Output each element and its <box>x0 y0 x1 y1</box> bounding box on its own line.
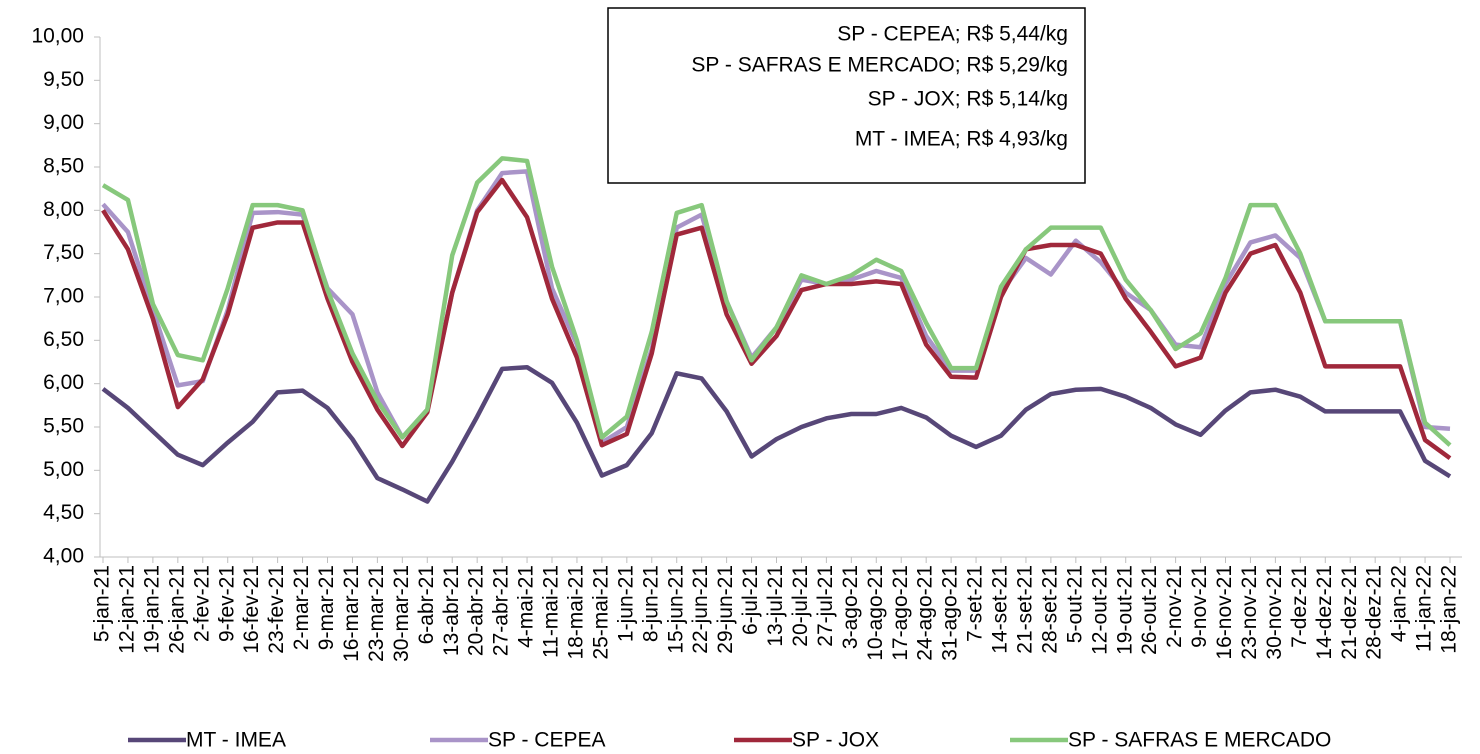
annotation-box <box>607 7 1086 184</box>
x-tick-label: 20-abr-21 <box>465 565 488 656</box>
series-line <box>101 156 1452 447</box>
y-tick-label: 8,00 <box>43 198 84 221</box>
x-tick-label: 31-ago-21 <box>939 565 962 661</box>
legend-label: SP - SAFRAS E MERCADO <box>1068 729 1331 752</box>
series-line <box>101 364 1452 504</box>
x-tick-label: 13-jul-21 <box>764 565 787 647</box>
x-tick-label: 29-jun-21 <box>714 565 737 654</box>
x-tick-label: 30-nov-21 <box>1263 565 1286 660</box>
x-tick-label: 23-nov-21 <box>1238 565 1261 660</box>
x-tick-label: 8-jun-21 <box>639 565 662 642</box>
x-tick-label: 3-ago-21 <box>839 565 862 649</box>
x-tick-label: 19-jan-21 <box>140 565 163 654</box>
x-tick-label: 13-abr-21 <box>440 565 463 656</box>
x-tick-label: 10-ago-21 <box>864 565 887 661</box>
y-tick-label: 4,50 <box>43 501 84 524</box>
x-tick-label: 27-jul-21 <box>814 565 837 647</box>
annotation-text: SP - SAFRAS E MERCADO; R$ 5,29/kg <box>691 54 1068 77</box>
x-tick-label: 2-fev-21 <box>190 565 213 642</box>
y-tick-label: 6,50 <box>43 328 84 351</box>
x-tick-label: 16-mar-21 <box>340 565 363 662</box>
x-tick-label: 18-mai-21 <box>564 565 587 660</box>
x-tick-label: 6-jul-21 <box>739 565 762 635</box>
x-tick-label: 1-jun-21 <box>614 565 637 642</box>
x-tick-label: 16-nov-21 <box>1213 565 1236 660</box>
x-tick-label: 7-set-21 <box>964 565 987 642</box>
legend-label: SP - JOX <box>792 729 879 752</box>
x-tick-label: 11-jan-22 <box>1413 565 1436 652</box>
x-tick-label: 7-dez-21 <box>1288 565 1311 648</box>
y-tick-label: 4,00 <box>43 545 84 568</box>
y-tick-label: 6,00 <box>43 371 84 394</box>
x-tick-label: 14-dez-21 <box>1313 565 1336 660</box>
legend-label: SP - CEPEA <box>488 729 606 752</box>
x-tick-label: 9-fev-21 <box>215 565 238 642</box>
x-tick-label: 11-mai-21 <box>540 565 563 658</box>
x-tick-label: 12-jan-21 <box>115 565 138 654</box>
x-tick-label: 16-fev-21 <box>240 565 263 654</box>
x-tick-label: 4-jan-22 <box>1388 565 1411 642</box>
x-tick-label: 28-set-21 <box>1038 565 1061 654</box>
x-tick-label: 23-fev-21 <box>265 565 288 654</box>
x-tick-label: 19-out-21 <box>1113 565 1136 655</box>
y-tick-label: 8,50 <box>43 155 84 178</box>
x-tick-label: 27-abr-21 <box>490 565 513 656</box>
x-tick-label: 26-jan-21 <box>165 565 188 654</box>
x-tick-label: 5-jan-21 <box>91 565 114 642</box>
x-tick-label: 5-out-21 <box>1063 565 1086 643</box>
y-tick-label: 7,00 <box>43 285 84 308</box>
legend-label: MT - IMEA <box>186 729 286 752</box>
x-tick-label: 4-mai-21 <box>515 565 538 648</box>
y-tick-label: 9,00 <box>43 111 84 134</box>
x-tick-label: 15-jun-21 <box>664 565 687 654</box>
x-tick-label: 25-mai-21 <box>589 565 612 660</box>
x-tick-label: 26-out-21 <box>1138 565 1161 655</box>
y-tick-label: 5,00 <box>43 458 84 481</box>
annotation-text: SP - JOX; R$ 5,14/kg <box>868 88 1068 111</box>
x-tick-label: 14-set-21 <box>989 565 1012 654</box>
x-tick-label: 9-nov-21 <box>1188 565 1211 648</box>
x-tick-label: 9-mar-21 <box>315 565 338 650</box>
x-tick-label: 23-mar-21 <box>365 565 388 662</box>
x-tick-label: 20-jul-21 <box>789 565 812 647</box>
x-tick-label: 2-mar-21 <box>290 565 313 650</box>
x-tick-label: 22-jun-21 <box>689 565 712 654</box>
x-tick-label: 2-nov-21 <box>1163 565 1186 648</box>
x-tick-label: 30-mar-21 <box>390 565 413 662</box>
x-tick-label: 18-jan-22 <box>1438 565 1461 654</box>
y-tick-label: 9,50 <box>43 68 84 91</box>
annotation-text: SP - CEPEA; R$ 5,44/kg <box>837 23 1068 46</box>
x-tick-label: 6-abr-21 <box>415 565 438 644</box>
x-tick-label: 17-ago-21 <box>889 565 912 661</box>
x-tick-label: 24-ago-21 <box>914 565 937 661</box>
series-line <box>101 177 1452 461</box>
y-tick-label: 7,50 <box>43 241 84 264</box>
x-tick-label: 28-dez-21 <box>1363 565 1386 660</box>
x-tick-label: 12-out-21 <box>1088 565 1111 655</box>
y-tick-label: 10,00 <box>31 25 84 48</box>
y-tick-label: 5,50 <box>43 415 84 438</box>
x-tick-label: 21-set-21 <box>1013 565 1036 654</box>
annotation-text: MT - IMEA; R$ 4,93/kg <box>855 128 1068 151</box>
x-tick-label: 21-dez-21 <box>1338 565 1361 660</box>
